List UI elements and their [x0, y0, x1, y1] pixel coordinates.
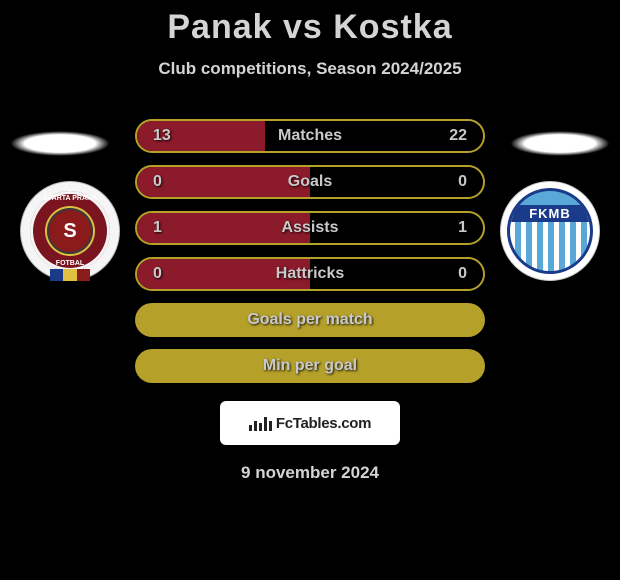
- comparison-subtitle: Club competitions, Season 2024/2025: [0, 59, 620, 79]
- stat-value-left: 1: [153, 219, 183, 237]
- stat-label: Min per goal: [263, 357, 357, 375]
- brand-watermark: FcTables.com: [220, 401, 400, 445]
- team-badge-right: FKMB: [500, 181, 600, 281]
- brand-chart-icon: [249, 415, 272, 431]
- badge-left-letter: S: [47, 208, 93, 254]
- stat-value-right: 1: [437, 219, 467, 237]
- player-platform-right: [510, 131, 610, 156]
- stat-value-left: 0: [153, 265, 183, 283]
- brand-text: FcTables.com: [276, 415, 371, 432]
- stat-value-right: 0: [437, 265, 467, 283]
- team-badge-left: SPARTA PRAHA S FOTBAL: [20, 181, 120, 281]
- stat-value-left: 13: [153, 127, 183, 145]
- badge-right-text: FKMB: [510, 205, 590, 222]
- stat-label: Hattricks: [276, 265, 344, 283]
- stat-label: Assists: [282, 219, 339, 237]
- stat-row: Goals per match: [135, 303, 485, 337]
- badge-left-text-bottom: FOTBAL: [30, 260, 110, 267]
- stat-row: Min per goal: [135, 349, 485, 383]
- stat-label: Goals per match: [247, 311, 372, 329]
- comparison-date: 9 november 2024: [0, 463, 620, 483]
- stat-value-right: 22: [437, 127, 467, 145]
- stat-row: 13 Matches 22: [135, 119, 485, 153]
- stat-value-right: 0: [437, 173, 467, 191]
- stat-row: 0 Hattricks 0: [135, 257, 485, 291]
- comparison-title: Panak vs Kostka: [0, 8, 620, 47]
- stat-value-left: 0: [153, 173, 183, 191]
- stat-row: 1 Assists 1: [135, 211, 485, 245]
- stat-label: Goals: [288, 173, 332, 191]
- badge-left-text-top: SPARTA PRAHA: [30, 195, 110, 202]
- stat-row: 0 Goals 0: [135, 165, 485, 199]
- stats-list: 13 Matches 22 0 Goals 0 1 Assists 1 0 Hattricks 0 Go…: [135, 119, 485, 383]
- player-platform-left: [10, 131, 110, 156]
- stat-label: Matches: [278, 127, 342, 145]
